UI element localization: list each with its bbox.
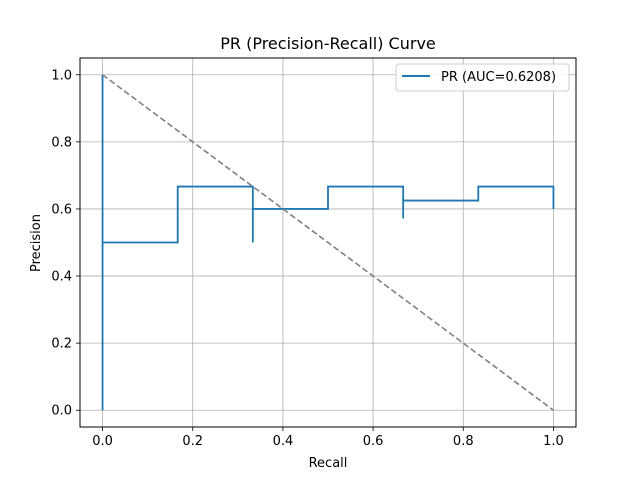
baseline-diagonal-line — [102, 74, 554, 411]
x-axis-label: Recall — [309, 456, 348, 471]
y-tick-label: 0.0 — [51, 404, 72, 419]
legend-box — [395, 63, 570, 92]
legend: PR (AUC=0.6208) — [395, 63, 570, 92]
legend-label-pr: PR (AUC=0.6208) — [441, 70, 556, 85]
y-axis-ticks: 0.0 0.2 0.4 0.6 0.8 1.0 — [51, 68, 80, 419]
y-tick-label: 0.4 — [51, 270, 72, 285]
pr-step-line — [101, 74, 555, 411]
x-tick-label: 0.6 — [363, 434, 384, 449]
x-tick-label: 0.4 — [273, 434, 294, 449]
y-axis-label: Precision — [29, 214, 44, 272]
series-layer — [101, 74, 555, 411]
y-tick-label: 1.0 — [51, 68, 72, 83]
x-tick-label: 0.8 — [453, 434, 474, 449]
y-tick-label: 0.6 — [51, 202, 72, 217]
x-tick-label: 0.0 — [92, 434, 113, 449]
chart-title: PR (Precision-Recall) Curve — [220, 34, 436, 53]
x-tick-label: 1.0 — [543, 434, 564, 449]
x-axis-ticks: 0.0 0.2 0.4 0.6 0.8 1.0 — [92, 427, 564, 449]
x-tick-label: 0.2 — [182, 434, 203, 449]
y-tick-label: 0.8 — [51, 135, 72, 150]
axes-frame — [79, 57, 577, 428]
y-tick-label: 0.2 — [51, 337, 72, 352]
